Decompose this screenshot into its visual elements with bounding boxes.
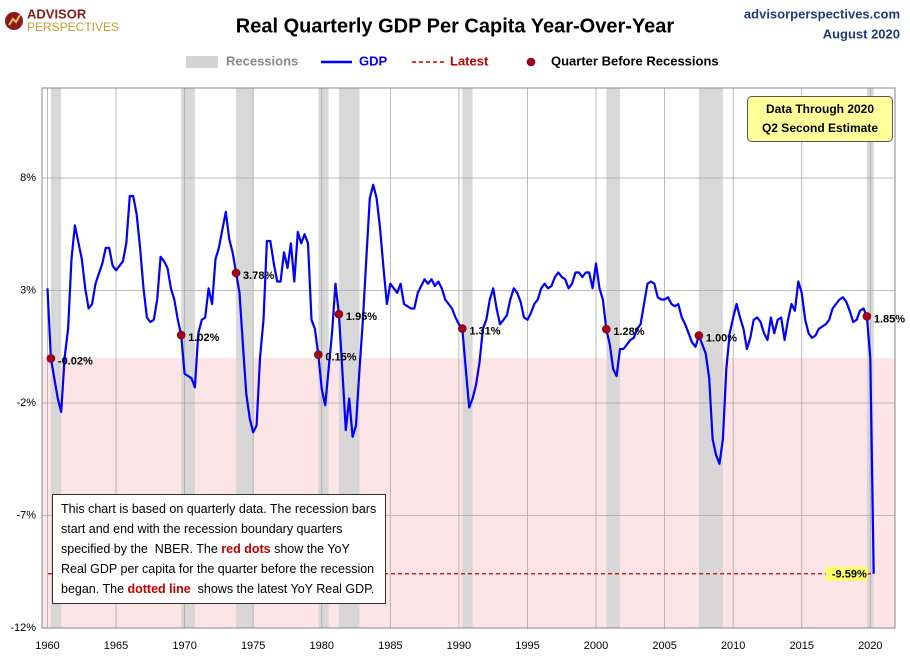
x-tick-label: 1975 (241, 640, 265, 652)
logo: ADVISOR PERSPECTIVES (5, 6, 119, 34)
logo-text: PERSPECTIVES (27, 20, 119, 34)
y-tick-label: -12% (10, 622, 36, 634)
recession-dot (314, 350, 323, 359)
x-tick-label: 2015 (790, 640, 814, 652)
x-tick-label: 2000 (584, 640, 608, 652)
x-tick-label: 1985 (378, 640, 402, 652)
recession-dot (334, 309, 344, 319)
latest-label: -9.59% (832, 569, 867, 581)
recession-bar (606, 88, 621, 628)
note-emphasis: red dots (221, 542, 271, 556)
recession-dot (694, 331, 704, 340)
annotation: Data Through 2020 Q2 Second Estimate (747, 96, 893, 142)
y-tick-label: -2% (16, 397, 36, 409)
legend-label: Recessions (226, 53, 298, 68)
dot-label: 1.00% (706, 332, 737, 344)
gdp-line (46, 183, 875, 574)
recession-bar (50, 88, 62, 628)
dot-label: 0.15% (325, 352, 356, 364)
recession-dot (602, 324, 611, 334)
recession-bar (318, 88, 329, 628)
dot-label: 1.85% (874, 313, 905, 325)
annotation-line: Q2 Second Estimate (761, 121, 879, 135)
plot-border (41, 87, 896, 629)
x-tick-label: 1970 (172, 640, 196, 652)
logo-icon-line (8, 14, 21, 26)
note-emphasis: dotted line (127, 582, 191, 596)
recession-dot (231, 268, 241, 278)
dot-label: 3.78% (243, 270, 274, 282)
dot-label: 1.95% (346, 311, 377, 323)
y-tick-label: 8% (20, 172, 36, 184)
dot-label: -0.02% (58, 355, 93, 367)
y-tick-label: -7% (16, 509, 36, 521)
x-tick-label: 2005 (652, 640, 676, 652)
logo-text: ADVISOR (27, 6, 87, 21)
legend-swatch (186, 56, 218, 68)
x-tick-label: 1990 (447, 640, 471, 652)
note: This chart is based on quarterly data. T… (52, 494, 386, 604)
dot-label: 1.02% (188, 332, 219, 344)
x-tick-label: 1965 (104, 640, 128, 652)
latest-label-bg (825, 566, 868, 581)
recession-dot (46, 354, 56, 363)
date: August 2020 (823, 26, 900, 41)
recession-dot (862, 312, 872, 321)
legend-label: Latest (450, 53, 489, 68)
recession-bar (462, 88, 473, 628)
note-text: This chart is based on quarterly data. T… (61, 502, 380, 556)
note-text: shows the latest YoY Real GDP. (190, 582, 375, 596)
chart-title: Real Quarterly GDP Per Capita Year-Over-… (236, 15, 675, 37)
x-tick-label: 1980 (310, 640, 334, 652)
annotation-line: Data Through 2020 (765, 102, 875, 116)
dot-label: 1.31% (469, 325, 500, 337)
recession-dot (458, 324, 467, 333)
source[interactable]: advisorperspectives.com (744, 6, 900, 21)
x-tick-label: 1995 (515, 640, 539, 652)
recession-dot (176, 330, 186, 340)
y-tick-label: 3% (20, 284, 36, 296)
legend-label: Quarter Before Recessions (551, 53, 719, 68)
dot-label: 1.28% (613, 326, 644, 338)
recession-bar (698, 88, 723, 628)
note-text: show the YoY Real GDP per capita for the… (61, 542, 378, 596)
x-tick-label: 1960 (35, 640, 59, 652)
x-tick-label: 2020 (858, 640, 882, 652)
recession-bar (338, 88, 360, 628)
legend-label: GDP (359, 53, 388, 68)
x-tick-label: 2010 (721, 640, 745, 652)
legend-swatch (526, 57, 536, 67)
